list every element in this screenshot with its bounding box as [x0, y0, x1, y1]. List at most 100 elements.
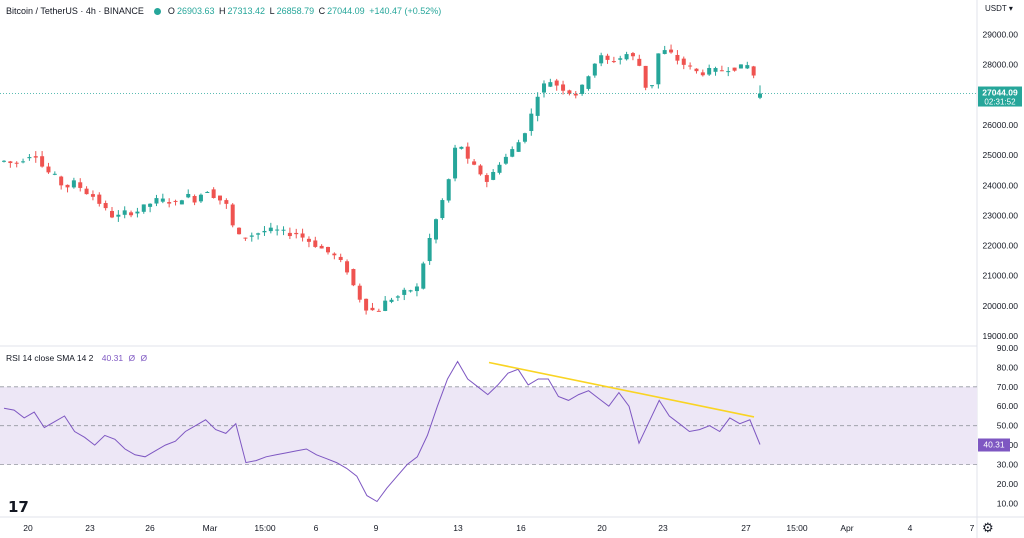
candle-body[interactable]	[218, 195, 222, 201]
candle-body[interactable]	[510, 149, 515, 157]
candle-body[interactable]	[681, 58, 686, 65]
candle-body[interactable]	[192, 196, 197, 203]
candle-body[interactable]	[351, 269, 356, 286]
candle-body[interactable]	[383, 300, 388, 311]
candle-body[interactable]	[205, 191, 210, 193]
candle-body[interactable]	[237, 227, 242, 235]
candle-body[interactable]	[256, 233, 261, 235]
candle-body[interactable]	[116, 214, 121, 217]
candle-body[interactable]	[268, 227, 273, 232]
candle-body[interactable]	[364, 298, 369, 311]
candle-body[interactable]	[40, 156, 45, 167]
candle-body[interactable]	[542, 83, 546, 93]
candle-body[interactable]	[707, 67, 712, 75]
candle-body[interactable]	[472, 161, 477, 165]
candle-body[interactable]	[65, 184, 70, 188]
symbol-title[interactable]: Bitcoin / TetherUS · 4h · BINANCE	[6, 6, 144, 16]
candle-body[interactable]	[326, 246, 330, 253]
candle-body[interactable]	[599, 55, 604, 64]
candle-body[interactable]	[224, 200, 229, 204]
rsi-line[interactable]	[3, 360, 761, 503]
candle-body[interactable]	[522, 133, 527, 142]
candle-body[interactable]	[484, 175, 489, 182]
candle-body[interactable]	[122, 210, 127, 215]
candle-body[interactable]	[2, 160, 6, 162]
candle-body[interactable]	[376, 310, 381, 312]
candle-body[interactable]	[758, 93, 762, 98]
candle-body[interactable]	[198, 194, 203, 202]
candle-body[interactable]	[738, 64, 743, 69]
candle-body[interactable]	[230, 204, 235, 226]
candle-body[interactable]	[332, 253, 337, 256]
candle-body[interactable]	[726, 71, 731, 73]
candle-body[interactable]	[573, 93, 578, 96]
candle-body[interactable]	[618, 58, 623, 60]
candle-body[interactable]	[592, 63, 597, 76]
candle-body[interactable]	[497, 164, 502, 173]
candle-body[interactable]	[516, 142, 521, 152]
candle-body[interactable]	[662, 50, 667, 54]
candle-body[interactable]	[262, 230, 267, 233]
candle-body[interactable]	[78, 182, 83, 188]
candle-body[interactable]	[300, 233, 305, 238]
candle-body[interactable]	[14, 162, 19, 164]
candle-body[interactable]	[529, 113, 534, 132]
candle-body[interactable]	[751, 66, 756, 76]
candle-body[interactable]	[345, 261, 350, 273]
candle-body[interactable]	[281, 229, 286, 231]
candle-body[interactable]	[605, 55, 610, 60]
candle-body[interactable]	[567, 90, 572, 94]
candle-body[interactable]	[186, 193, 191, 198]
candle-body[interactable]	[402, 289, 407, 295]
candle-body[interactable]	[167, 202, 172, 204]
candle-body[interactable]	[427, 237, 432, 262]
candle-body[interactable]	[414, 286, 419, 292]
candle-body[interactable]	[52, 173, 57, 175]
candle-body[interactable]	[8, 161, 13, 164]
candle-body[interactable]	[491, 171, 496, 180]
candle-body[interactable]	[535, 96, 540, 116]
candle-body[interactable]	[611, 61, 616, 63]
candle-body[interactable]	[421, 263, 426, 289]
candle-body[interactable]	[434, 219, 438, 240]
candle-body[interactable]	[446, 179, 451, 201]
currency-selector[interactable]: USDT ▾	[985, 4, 1013, 13]
candle-body[interactable]	[179, 200, 184, 205]
candle-body[interactable]	[148, 203, 153, 207]
candle-body[interactable]	[408, 290, 413, 292]
candle-body[interactable]	[745, 65, 750, 69]
candle-body[interactable]	[389, 299, 394, 302]
candle-body[interactable]	[459, 146, 464, 149]
candle-body[interactable]	[478, 165, 483, 175]
candle-body[interactable]	[27, 157, 32, 159]
candle-body[interactable]	[650, 85, 654, 87]
candle-body[interactable]	[453, 147, 458, 179]
candle-body[interactable]	[103, 203, 108, 209]
candle-body[interactable]	[656, 53, 661, 85]
candle-body[interactable]	[643, 65, 648, 88]
rsi-trendline[interactable]	[488, 361, 755, 418]
candle-body[interactable]	[59, 176, 64, 186]
candle-body[interactable]	[90, 194, 95, 197]
candle-body[interactable]	[700, 72, 705, 76]
candle-body[interactable]	[338, 256, 343, 261]
candle-body[interactable]	[503, 156, 508, 164]
candle-body[interactable]	[154, 198, 159, 204]
candle-body[interactable]	[249, 235, 254, 237]
candle-body[interactable]	[713, 68, 718, 72]
gear-icon[interactable]: ⚙	[982, 520, 994, 535]
candle-body[interactable]	[357, 285, 362, 300]
candle-body[interactable]	[732, 67, 737, 71]
candle-body[interactable]	[554, 80, 559, 86]
candle-body[interactable]	[110, 210, 114, 218]
candle-body[interactable]	[719, 70, 724, 72]
candle-body[interactable]	[275, 229, 280, 231]
candle-body[interactable]	[313, 240, 318, 247]
candle-body[interactable]	[21, 161, 26, 163]
candle-body[interactable]	[129, 212, 134, 216]
candle-body[interactable]	[71, 180, 76, 188]
candle-body[interactable]	[211, 189, 216, 198]
candle-body[interactable]	[306, 238, 311, 242]
candle-body[interactable]	[586, 76, 591, 89]
candle-body[interactable]	[319, 245, 324, 249]
